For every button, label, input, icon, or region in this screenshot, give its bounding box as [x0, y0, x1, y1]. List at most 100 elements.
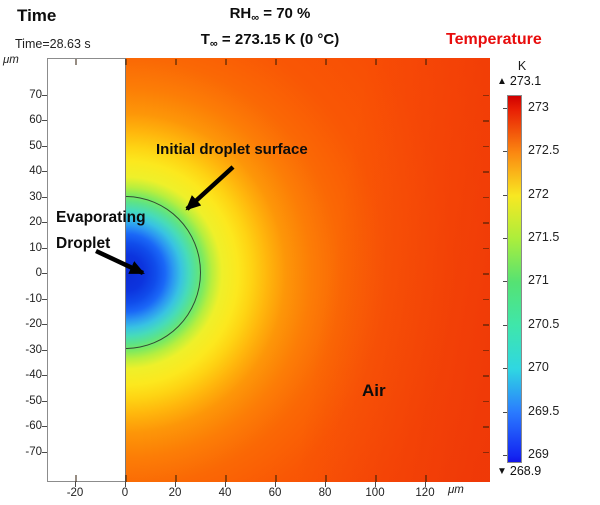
x-tick-mark-top [325, 59, 327, 65]
x-tick-mark-top [275, 59, 277, 65]
x-tick-mark [425, 482, 426, 487]
y-tick-mark [42, 247, 47, 249]
legend-title: Temperature [446, 31, 542, 48]
x-tick-mark-top [425, 59, 427, 65]
x-tick-mark-inner [325, 475, 327, 482]
x-tick-label: 0 [121, 487, 129, 499]
evaporating-droplet-label: Evaporating Droplet [56, 205, 146, 257]
y-tick-mark [42, 349, 47, 351]
triangle-up-icon: ▲ [497, 76, 507, 87]
x-tick-mark [375, 482, 376, 487]
x-tick-mark-inner [275, 475, 277, 482]
y-tick-mark [42, 273, 47, 274]
colorbar-min: ▼ 268.9 [497, 464, 542, 478]
y-tick-mark-right [483, 451, 489, 453]
rh-condition: RH∞ = 70 % [229, 5, 311, 24]
colorbar-tick-label: 269 [528, 446, 549, 461]
colorbar-tick-mark [503, 238, 507, 240]
y-tick-mark [42, 400, 47, 402]
y-tick-mark [42, 222, 47, 223]
x-tick-mark-top [225, 59, 227, 65]
initial-droplet-surface-label: Initial droplet surface [156, 141, 308, 158]
colorbar-tick-mark [503, 108, 507, 109]
x-tick-mark-top [175, 59, 177, 65]
x-tick-mark [125, 482, 126, 487]
temperature-condition: T∞ = 273.15 K (0 °C) [200, 31, 340, 50]
y-tick-mark-right [483, 324, 489, 326]
y-tick-label: 70 [29, 88, 42, 101]
y-tick-label: -20 [25, 318, 42, 330]
evaporating-droplet-label-line2: Droplet [56, 235, 111, 252]
y-tick-label: 10 [29, 241, 42, 254]
colorbar-tick-mark [503, 194, 507, 196]
y-tick-mark-right [483, 273, 489, 275]
y-tick-mark [42, 324, 47, 325]
y-tick-mark-right [483, 145, 489, 147]
y-tick-mark-right [483, 94, 489, 96]
x-tick-mark [275, 482, 276, 487]
x-axis-unit: μm [448, 484, 464, 496]
x-tick-label: 100 [365, 487, 385, 499]
time-value: Time=28.63 s [15, 37, 91, 51]
y-axis-unit: μm [3, 54, 19, 66]
x-tick-mark-top [75, 59, 77, 65]
y-tick-mark-right [483, 171, 489, 173]
y-tick-mark-right [483, 375, 489, 377]
x-tick-label: 40 [218, 487, 232, 499]
y-tick-label: 30 [29, 190, 42, 203]
colorbar-tick-label: 272 [528, 186, 549, 201]
y-tick-label: -50 [25, 394, 42, 407]
y-tick-label: 0 [35, 267, 42, 279]
y-tick-mark-right [483, 426, 489, 428]
temperature-field [125, 58, 490, 482]
y-tick-mark-right [483, 196, 489, 198]
x-tick-mark-inner [225, 475, 227, 482]
colorbar-tick-label: 271 [528, 273, 549, 288]
air-label: Air [362, 381, 386, 400]
x-tick-mark [325, 482, 326, 487]
y-tick-mark-right [483, 222, 489, 224]
y-tick-label: 60 [29, 114, 42, 126]
y-tick-label: -30 [25, 343, 42, 356]
x-tick-label: 20 [168, 487, 182, 499]
x-tick-mark-inner [125, 475, 127, 482]
y-tick-mark [42, 94, 47, 96]
x-tick-mark-top [375, 59, 377, 65]
x-tick-mark-inner [75, 475, 77, 482]
x-tick-label: 80 [318, 487, 332, 499]
triangle-down-icon: ▼ [497, 466, 507, 477]
colorbar-tick-label: 269.5 [528, 403, 560, 418]
x-tick-label: -20 [66, 487, 84, 499]
y-tick-mark [42, 426, 47, 427]
y-tick-label: 50 [29, 139, 42, 152]
colorbar-tick-label: 270.5 [528, 316, 560, 331]
y-tick-mark-right [483, 120, 489, 122]
colorbar-tick-mark [503, 368, 507, 370]
y-tick-mark-right [483, 247, 489, 249]
y-tick-label: -40 [25, 369, 42, 381]
colorbar-tick-mark [503, 324, 507, 326]
y-tick-label: 40 [29, 165, 42, 177]
colorbar-unit: K [517, 59, 527, 73]
x-tick-mark-top [125, 59, 127, 65]
time-heading: Time [17, 6, 57, 25]
x-tick-mark-inner [375, 475, 377, 482]
x-tick-mark-inner [425, 475, 427, 482]
colorbar-tick-mark [503, 454, 507, 456]
y-tick-mark [42, 196, 47, 198]
colorbar-tick-label: 273 [528, 100, 549, 114]
y-tick-mark [42, 375, 47, 376]
y-tick-mark [42, 298, 47, 300]
colorbar-max: ▲ 273.1 [497, 74, 542, 88]
x-tick-mark [175, 482, 176, 487]
y-tick-mark-right [483, 400, 489, 402]
y-tick-label: -60 [25, 420, 42, 432]
y-tick-mark [42, 120, 47, 121]
x-tick-mark-inner [175, 475, 177, 482]
y-tick-mark [42, 171, 47, 172]
y-tick-label: 20 [29, 216, 42, 228]
colorbar-tick-mark [503, 151, 507, 153]
y-tick-mark-right [483, 298, 489, 300]
x-tick-mark [225, 482, 226, 487]
